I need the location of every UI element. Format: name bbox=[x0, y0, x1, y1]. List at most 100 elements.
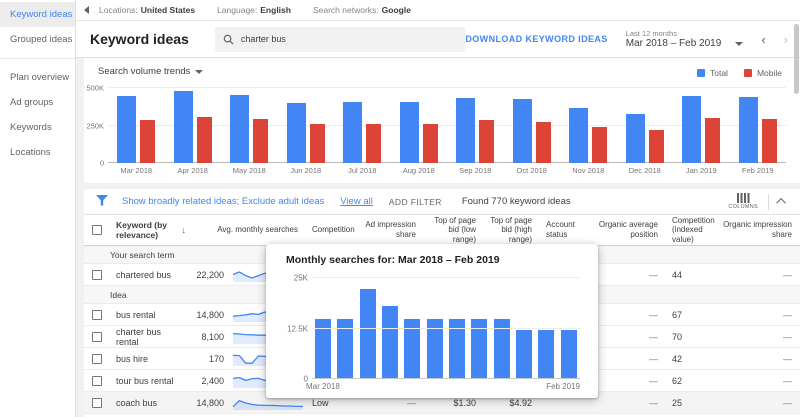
cell-organic-impression-share: — bbox=[783, 397, 792, 408]
column-header-5[interactable]: Top of page bid (high range) bbox=[490, 215, 532, 244]
next-period-button[interactable]: › bbox=[783, 31, 788, 47]
column-header-1[interactable]: Avg. monthly searches bbox=[217, 225, 298, 235]
column-header-4[interactable]: Top of page bid (low range) bbox=[434, 215, 476, 244]
column-header-8[interactable]: Competition (indexed value) bbox=[672, 215, 715, 244]
row-checkbox[interactable] bbox=[92, 353, 102, 364]
total-bar bbox=[682, 95, 702, 163]
row-checkbox[interactable] bbox=[92, 375, 102, 386]
trend-type-dropdown[interactable]: Search volume trends bbox=[98, 66, 204, 77]
tooltip-plot: Mar 2018 Feb 2019 25K 12.5K 0 bbox=[287, 274, 580, 391]
mobile-bar bbox=[253, 118, 269, 163]
row-checkbox[interactable] bbox=[92, 269, 102, 280]
chevron-down-icon bbox=[195, 69, 204, 74]
trend-plot: 500K 250K 0 bbox=[86, 84, 786, 168]
tooltip-bar-aug-2018 bbox=[426, 319, 443, 379]
tooltip-bar-slot bbox=[513, 278, 535, 379]
select-all-cell bbox=[84, 225, 110, 235]
search-networks-setting[interactable]: Search networks: Google bbox=[313, 5, 411, 15]
column-header-label: Keyword (by relevance) bbox=[116, 219, 168, 240]
column-header-keyword[interactable]: Keyword (by relevance) ↓ bbox=[110, 220, 186, 240]
tooltip-y-tick-label: 25K bbox=[293, 273, 308, 283]
locations-setting[interactable]: Locations: United States bbox=[99, 5, 195, 15]
y-axis-tick-label: 0 bbox=[99, 158, 104, 168]
sidebar-item-locations[interactable]: Locations bbox=[10, 147, 51, 158]
cell-keyword: bus hire bbox=[116, 353, 149, 364]
sidebar-item-keyword-ideas[interactable]: Keyword ideas bbox=[0, 2, 75, 27]
divider bbox=[768, 193, 769, 210]
x-axis-tick-label: Jun 2018 bbox=[290, 166, 322, 175]
trend-bars bbox=[108, 88, 786, 163]
bar-group-jun-2018 bbox=[278, 88, 335, 163]
tooltip-bar-may-2018 bbox=[359, 289, 376, 379]
download-keyword-ideas-button[interactable]: DOWNLOAD KEYWORD IDEAS bbox=[465, 34, 608, 44]
vertical-scrollbar-thumb[interactable] bbox=[794, 24, 799, 94]
total-bar bbox=[173, 91, 193, 163]
cell-bid-high: $4.92 bbox=[509, 397, 532, 408]
cell-competition-indexed: 67 bbox=[672, 309, 683, 320]
cell-organic-impression-share: — bbox=[783, 331, 792, 342]
select-all-checkbox[interactable] bbox=[92, 225, 102, 235]
add-filter-button[interactable]: ADD FILTER bbox=[388, 196, 442, 207]
tooltip-bar-dec-2018 bbox=[516, 330, 533, 379]
mobile-bar bbox=[479, 120, 495, 163]
sidebar-item-ad-groups[interactable]: Ad groups bbox=[10, 97, 54, 108]
tooltip-y-tick-label: 0 bbox=[303, 374, 308, 384]
date-range-selector[interactable]: Last 12 months Mar 2018 – Feb 2019 bbox=[626, 29, 744, 49]
table-header-row: Keyword (by relevance) ↓ Avg. monthly sear… bbox=[84, 215, 800, 246]
bar-group-nov-2018 bbox=[560, 88, 617, 163]
results-count: Found 770 keyword ideas bbox=[461, 196, 571, 207]
search-input[interactable] bbox=[240, 34, 457, 44]
mobile-bar bbox=[535, 122, 551, 163]
sidebar-item-keywords[interactable]: Keywords bbox=[10, 122, 52, 133]
networks-label: Search networks: bbox=[312, 5, 379, 15]
language-value: English bbox=[260, 5, 291, 15]
collapse-panel-icon[interactable] bbox=[84, 6, 89, 14]
active-filters-link[interactable]: Show broadly related ideas; Exclude adul… bbox=[122, 196, 325, 207]
cell-organic-impression-share: — bbox=[783, 353, 792, 364]
filter-icon[interactable] bbox=[96, 194, 108, 209]
cell-organic-avg-position: — bbox=[649, 353, 658, 364]
sidebar-item-plan-overview[interactable]: Plan overview bbox=[10, 72, 70, 83]
collapse-table-chevron-icon[interactable] bbox=[776, 197, 787, 208]
cell-keyword: tour bus rental bbox=[116, 375, 174, 386]
sparkline[interactable] bbox=[232, 395, 306, 411]
table-row: coach bus 14,800 Low — $1.30 $4.92 — 25 — bbox=[84, 392, 800, 414]
locations-label: Locations: bbox=[99, 5, 138, 15]
keyword-search-box[interactable] bbox=[214, 26, 465, 52]
trend-x-axis-labels: Mar 2018 Apr 2018 May 2018 Jun 2018 Jul 2018… bbox=[108, 166, 786, 175]
row-checkbox[interactable] bbox=[92, 309, 102, 320]
cell-avg-monthly-searches: 14,800 bbox=[196, 309, 224, 320]
row-checkbox[interactable] bbox=[92, 397, 102, 408]
column-header-7[interactable]: Organic average position bbox=[598, 220, 658, 239]
column-header-6[interactable]: Account status bbox=[546, 220, 575, 239]
column-header-2[interactable]: Competition bbox=[312, 225, 355, 235]
bar-group-may-2018 bbox=[221, 88, 278, 163]
bar-group-mar-2018 bbox=[108, 88, 165, 163]
language-setting[interactable]: Language: English bbox=[217, 5, 291, 15]
date-range-value: Mar 2018 – Feb 2019 bbox=[625, 38, 722, 49]
view-all-link[interactable]: View all bbox=[340, 196, 373, 207]
tooltip-bar-slot bbox=[312, 278, 334, 379]
cell-competition-indexed: 70 bbox=[672, 331, 683, 342]
tooltip-bar-slot bbox=[491, 278, 513, 379]
columns-button[interactable]: COLUMNS bbox=[728, 193, 758, 210]
mobile-bar bbox=[366, 123, 382, 163]
row-checkbox-cell bbox=[84, 375, 110, 386]
language-label: Language: bbox=[217, 5, 258, 15]
total-bar bbox=[286, 103, 306, 163]
tooltip-bar-jul-2018 bbox=[404, 319, 421, 379]
row-checkbox[interactable] bbox=[92, 331, 102, 342]
total-bar bbox=[399, 101, 419, 163]
total-bar bbox=[343, 102, 363, 163]
row-checkbox-cell bbox=[84, 309, 110, 320]
sidebar-item-grouped-ideas[interactable]: Grouped ideas bbox=[10, 34, 73, 45]
column-header-9[interactable]: Organic impression share bbox=[723, 220, 792, 239]
prev-period-button[interactable]: ‹ bbox=[761, 31, 766, 47]
tooltip-x-start-label: Mar 2018 bbox=[306, 382, 340, 391]
page-header: Keyword ideas DOWNLOAD KEYWORD IDEAS Las… bbox=[76, 21, 800, 58]
total-bar bbox=[230, 94, 250, 163]
trend-dropdown-label: Search volume trends bbox=[98, 66, 191, 77]
column-header-3[interactable]: Ad impression share bbox=[365, 220, 416, 239]
tooltip-y-tick-label: 12.5K bbox=[287, 324, 308, 333]
sort-arrow-icon: ↓ bbox=[181, 224, 187, 235]
